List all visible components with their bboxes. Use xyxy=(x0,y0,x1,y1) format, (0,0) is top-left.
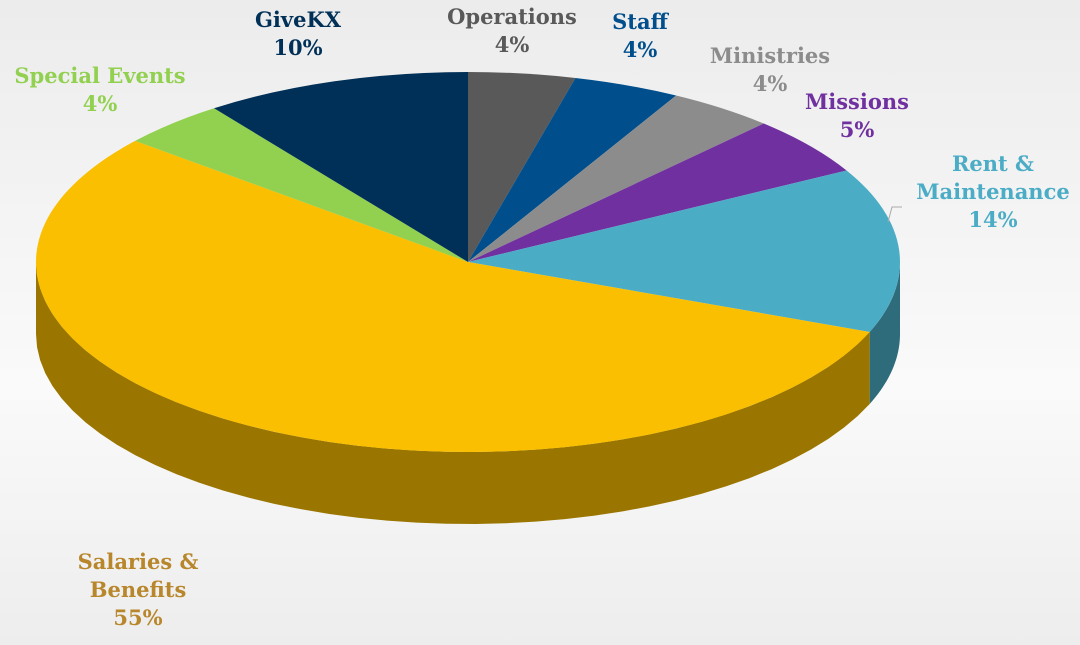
label-value: 10% xyxy=(273,35,323,60)
label-name: GiveKX xyxy=(254,7,342,32)
label-value: 4% xyxy=(622,37,658,62)
data-label: Salaries & Benefits 55% xyxy=(53,548,223,632)
label-name: Special Events xyxy=(14,63,186,88)
label-name: Salaries & Benefits xyxy=(77,549,199,602)
label-value: 5% xyxy=(839,117,875,142)
label-name: Ministries xyxy=(709,43,831,68)
slice xyxy=(468,95,764,262)
label-value: 4% xyxy=(752,71,788,96)
slice xyxy=(468,77,677,262)
label-value: 4% xyxy=(494,32,530,57)
data-label: Ministries 4% xyxy=(700,42,840,98)
slice xyxy=(135,108,468,262)
data-label: GiveKX 10% xyxy=(238,6,358,62)
data-label: Operations 4% xyxy=(442,3,582,59)
label-value: 55% xyxy=(113,605,163,630)
data-label: Rent & Maintenance 14% xyxy=(908,150,1078,234)
slice-side xyxy=(869,262,900,404)
label-value: 14% xyxy=(968,207,1018,232)
data-label: Special Events 4% xyxy=(5,62,195,118)
label-name: Operations xyxy=(447,4,577,29)
slice xyxy=(468,170,901,332)
label-value: 4% xyxy=(82,91,118,116)
data-label: Staff 4% xyxy=(590,8,690,64)
slice xyxy=(36,140,870,452)
data-label: Missions 5% xyxy=(792,88,922,144)
label-name: Staff xyxy=(612,9,668,34)
leader-line xyxy=(887,206,902,223)
slice xyxy=(468,72,576,262)
slice-side xyxy=(36,262,870,524)
label-name: Missions xyxy=(805,89,909,114)
slice xyxy=(468,123,847,262)
label-name: Rent & Maintenance xyxy=(916,151,1070,204)
slice xyxy=(214,72,468,262)
